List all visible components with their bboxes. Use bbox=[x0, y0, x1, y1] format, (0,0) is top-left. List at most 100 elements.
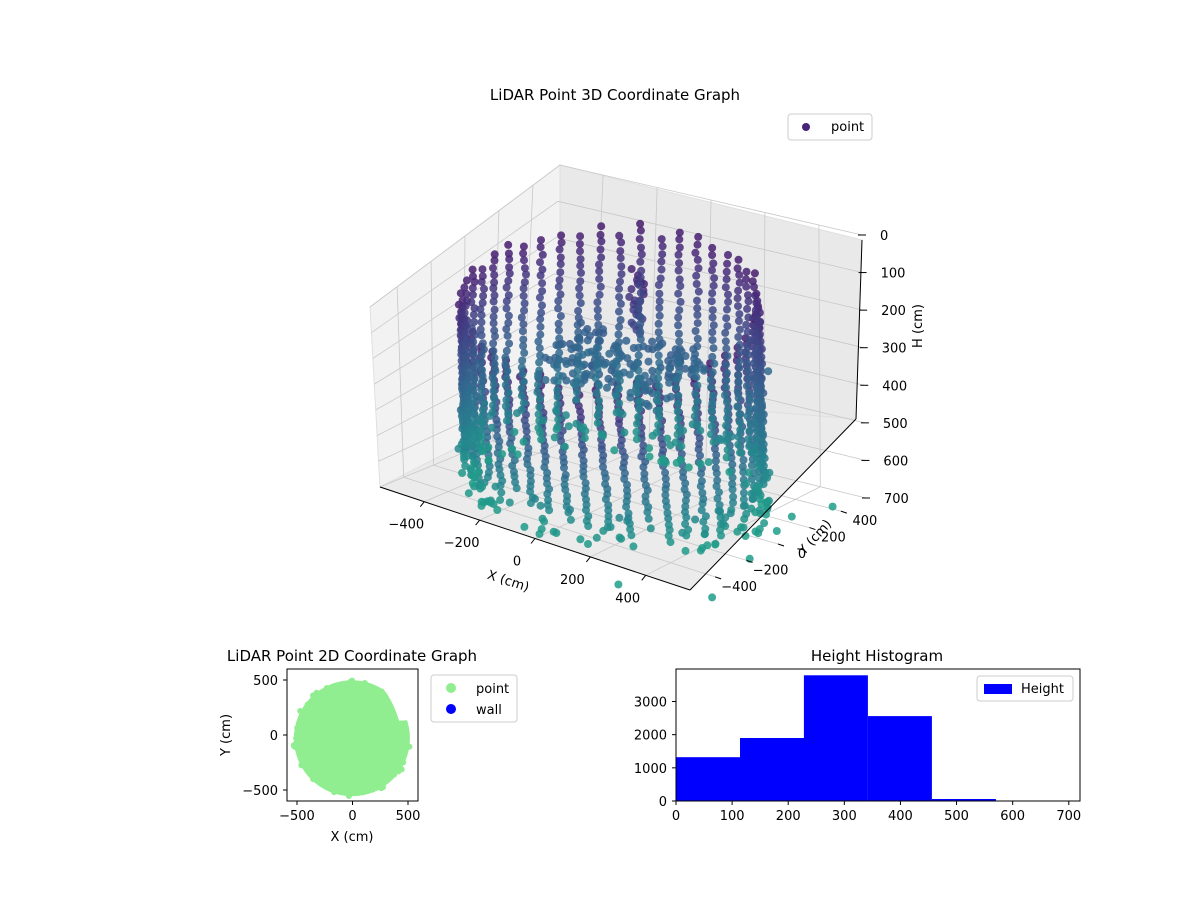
point-3d bbox=[504, 311, 513, 320]
point-3d bbox=[645, 452, 654, 461]
point-3d bbox=[696, 460, 705, 468]
point-2d bbox=[296, 740, 303, 747]
point-3d bbox=[735, 310, 744, 319]
point-2d bbox=[300, 713, 307, 720]
point-3d bbox=[734, 302, 742, 311]
point-3d bbox=[711, 540, 720, 549]
point-3d bbox=[524, 444, 533, 453]
x-tick-label-3d: 400 bbox=[615, 591, 640, 606]
point-3d bbox=[554, 304, 563, 313]
point-3d bbox=[519, 335, 528, 344]
x-tick-label-hist: 200 bbox=[776, 809, 801, 824]
point-3d bbox=[496, 496, 505, 504]
point-3d bbox=[675, 344, 684, 353]
point-3d bbox=[573, 388, 581, 397]
point-3d bbox=[733, 387, 742, 396]
point-3d bbox=[571, 381, 580, 390]
point-3d bbox=[470, 318, 478, 326]
point-3d bbox=[462, 354, 471, 363]
point-3d bbox=[519, 320, 528, 329]
point-3d bbox=[584, 348, 593, 357]
point-3d bbox=[734, 333, 743, 341]
point-2d bbox=[349, 682, 356, 689]
point-3d bbox=[554, 371, 563, 380]
point-2d bbox=[311, 695, 318, 702]
point-3d bbox=[592, 533, 601, 542]
point-3d bbox=[489, 319, 498, 328]
point-3d bbox=[634, 304, 643, 313]
point-3d bbox=[693, 319, 702, 328]
point-3d bbox=[675, 228, 684, 237]
point-3d bbox=[622, 336, 631, 345]
point-2d bbox=[322, 778, 329, 785]
point-3d bbox=[655, 358, 664, 367]
point-3d bbox=[574, 358, 583, 367]
point-3d bbox=[535, 366, 544, 375]
point-3d bbox=[534, 380, 542, 389]
y-tick-label-hist: 0 bbox=[659, 795, 667, 810]
point-3d bbox=[556, 312, 565, 321]
x-tick-3d bbox=[585, 556, 591, 563]
point-3d bbox=[828, 502, 837, 511]
point-3d bbox=[478, 339, 487, 348]
point-3d bbox=[554, 341, 563, 350]
point-3d bbox=[593, 365, 602, 374]
point-3d bbox=[512, 484, 521, 493]
point-3d bbox=[476, 392, 485, 401]
point-3d bbox=[722, 421, 730, 430]
point-3d bbox=[636, 273, 645, 282]
scatter-2d-gap bbox=[372, 677, 415, 721]
point-3d bbox=[751, 336, 760, 345]
point-3d bbox=[753, 388, 762, 397]
point-3d bbox=[681, 502, 690, 511]
point-3d bbox=[616, 247, 625, 256]
point-3d bbox=[595, 404, 604, 412]
point-3d bbox=[561, 470, 570, 479]
legend-3d: point bbox=[787, 113, 873, 141]
z-tick-label-3d: 0 bbox=[880, 229, 888, 244]
point-3d bbox=[478, 372, 487, 381]
point-3d bbox=[735, 356, 744, 365]
point-3d bbox=[722, 360, 730, 369]
point-3d bbox=[510, 428, 519, 436]
point-3d bbox=[468, 479, 477, 488]
point-3d bbox=[696, 451, 704, 460]
point-3d bbox=[520, 264, 529, 273]
point-3d bbox=[654, 406, 663, 415]
point-3d bbox=[675, 359, 683, 368]
point-3d bbox=[763, 473, 772, 482]
point-3d bbox=[646, 524, 655, 533]
point-3d bbox=[479, 345, 488, 354]
point-3d bbox=[576, 277, 585, 286]
point-2d bbox=[312, 765, 319, 772]
point-3d bbox=[676, 282, 685, 290]
point-3d bbox=[640, 469, 649, 478]
point-3d bbox=[715, 488, 723, 497]
point-3d bbox=[495, 437, 504, 446]
point-3d bbox=[658, 440, 667, 449]
point-3d bbox=[526, 466, 535, 474]
point-3d bbox=[557, 238, 566, 247]
point-2d bbox=[300, 745, 307, 752]
point-3d bbox=[615, 284, 623, 293]
point-3d bbox=[708, 251, 717, 260]
y-tick-label-3d: 0 bbox=[798, 547, 806, 562]
point-3d bbox=[545, 485, 554, 494]
point-3d bbox=[504, 276, 513, 285]
point-3d bbox=[674, 329, 683, 338]
point-3d bbox=[555, 245, 564, 254]
point-3d bbox=[489, 284, 498, 293]
grid-z-line bbox=[372, 237, 864, 359]
point-3d bbox=[518, 356, 527, 365]
point-3d bbox=[554, 415, 563, 424]
point-3d bbox=[742, 479, 751, 488]
point-3d bbox=[478, 446, 486, 455]
point-3d bbox=[497, 488, 506, 497]
point-3d bbox=[476, 425, 485, 434]
point-3d bbox=[599, 462, 607, 471]
point-3d bbox=[728, 460, 737, 469]
legend-2d: point wall bbox=[430, 674, 518, 723]
z-tick-label-3d: 100 bbox=[881, 267, 906, 282]
point-3d bbox=[536, 428, 545, 437]
point-3d bbox=[733, 294, 742, 303]
